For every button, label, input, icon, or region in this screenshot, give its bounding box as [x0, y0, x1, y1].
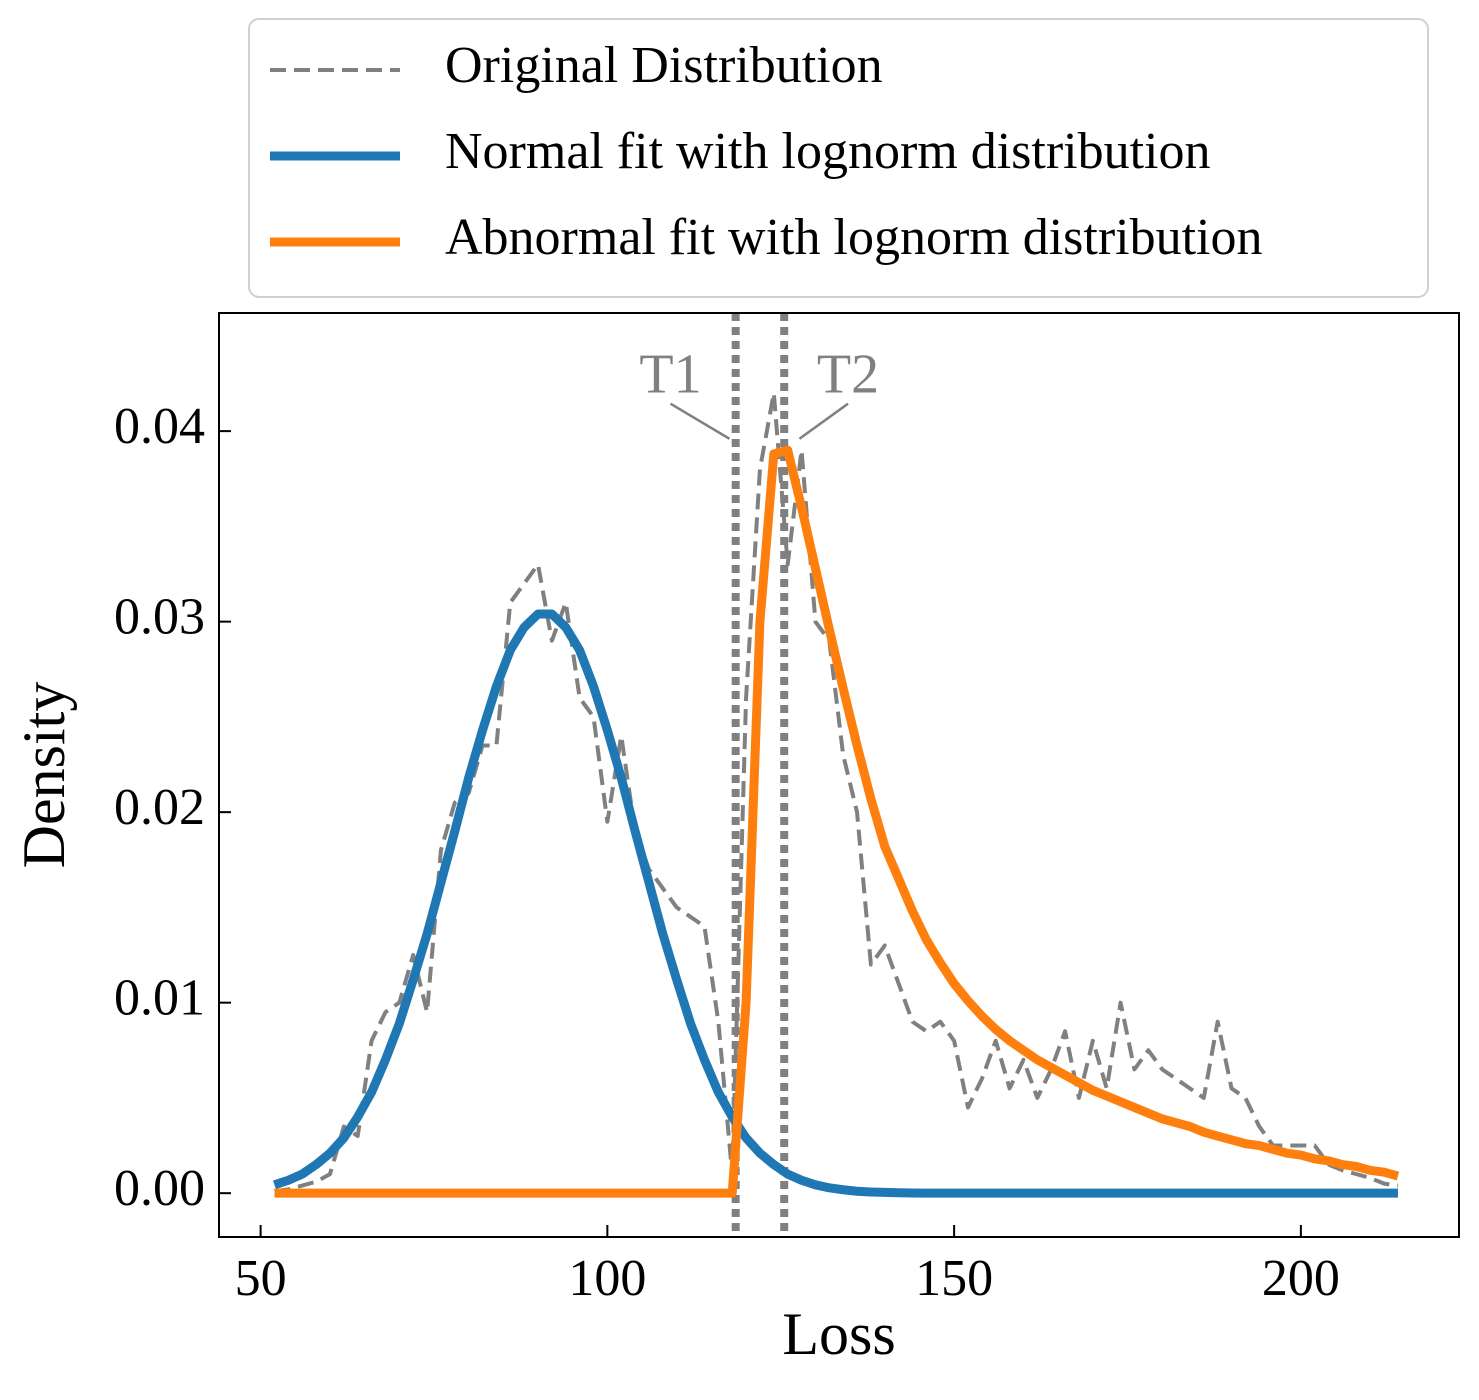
legend-label: Original Distribution [445, 37, 883, 94]
x-tick-label: 50 [235, 1250, 287, 1307]
x-tick-label: 200 [1262, 1250, 1340, 1307]
y-tick-label: 0.04 [114, 398, 205, 455]
y-tick-label: 0.01 [114, 970, 205, 1027]
plot-frame [218, 312, 1460, 1238]
series-line [274, 445, 1400, 1198]
x-axis-label: Loss [782, 1301, 895, 1367]
y-tick-label: 0.00 [114, 1160, 205, 1217]
series-line [274, 391, 1399, 1194]
y-axis-label: Density [11, 682, 77, 869]
annotation-label: T1 [639, 344, 701, 406]
legend-box [248, 18, 1429, 298]
legend-label: Normal fit with lognorm distribution [445, 123, 1211, 180]
annotation-arrow [669, 402, 731, 440]
series-line [273, 609, 1398, 1198]
y-tick-label: 0.02 [114, 779, 205, 836]
x-tick-label: 150 [915, 1250, 993, 1307]
x-tick-label: 100 [568, 1250, 646, 1307]
legend-label: Abnormal fit with lognorm distribution [445, 209, 1263, 266]
y-tick-label: 0.03 [114, 589, 205, 646]
annotation-label: T2 [817, 344, 879, 406]
annotation-arrow [798, 402, 849, 440]
